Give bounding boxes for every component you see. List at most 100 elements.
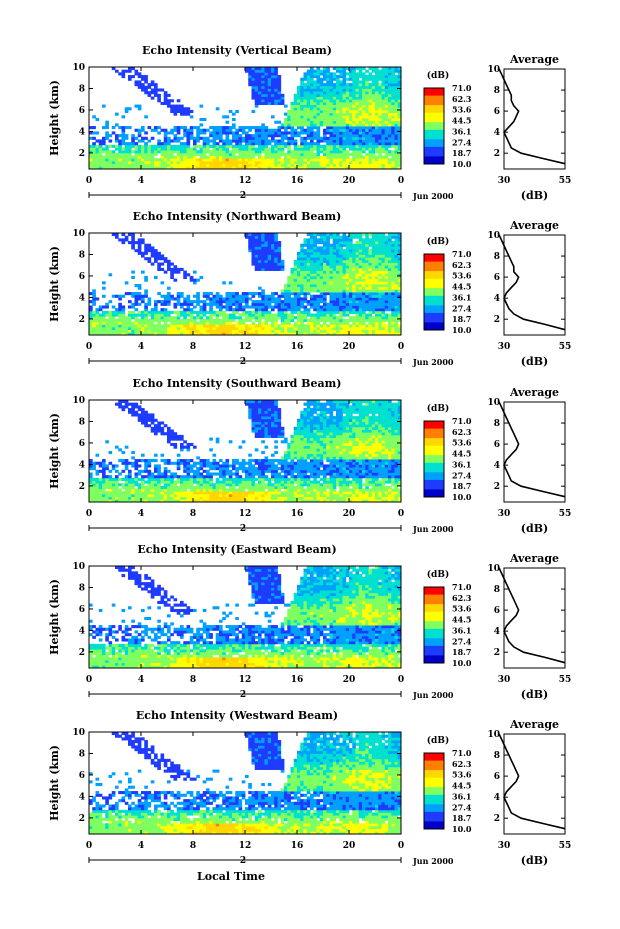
- echo-cell: [384, 118, 389, 122]
- echo-cell: [310, 118, 314, 122]
- echo-cell: [267, 83, 272, 87]
- echo-cell: [102, 147, 106, 151]
- echo-cell: [111, 158, 116, 162]
- echo-cell: [332, 126, 337, 130]
- echo-cell: [384, 249, 389, 253]
- echo-cell: [313, 69, 317, 73]
- echo-cell: [261, 75, 265, 79]
- echo-cell: [199, 128, 204, 132]
- echo-cell: [391, 257, 395, 261]
- echo-cell: [271, 294, 275, 298]
- echo-cell: [160, 324, 165, 328]
- echo-cell: [355, 131, 360, 135]
- echo-cell: [163, 163, 168, 167]
- echo-cell: [375, 139, 379, 143]
- echo-cell: [170, 321, 174, 325]
- echo-cell: [329, 316, 334, 320]
- echo-cell: [391, 118, 395, 122]
- echo-cell: [332, 142, 337, 146]
- echo-cell: [261, 302, 265, 306]
- echo-cell: [241, 305, 246, 309]
- echo-cell: [306, 131, 311, 135]
- echo-cell: [89, 136, 93, 140]
- echo-cell: [378, 235, 382, 239]
- colorbar-swatch: [424, 271, 444, 274]
- echo-cell: [332, 67, 337, 71]
- echo-cell: [271, 251, 275, 255]
- echo-cell: [326, 72, 330, 76]
- echo-cell: [274, 297, 278, 301]
- echo-cell: [319, 109, 324, 114]
- echo-cell: [310, 75, 314, 79]
- echo-cell: [326, 302, 330, 306]
- echo-cell: [222, 332, 226, 336]
- echo-cell: [228, 166, 233, 170]
- echo-cell: [336, 321, 340, 325]
- echo-cell: [118, 139, 122, 143]
- echo-cell: [362, 286, 366, 290]
- echo-cell: [378, 75, 382, 79]
- echo-cell: [196, 316, 200, 320]
- echo-cell: [394, 88, 399, 92]
- echo-cell: [352, 302, 356, 306]
- echo-cell: [397, 115, 402, 119]
- echo-cell: [326, 67, 330, 71]
- echo-cell: [332, 109, 337, 114]
- echo-cell: [306, 241, 311, 245]
- echo-cell: [124, 163, 129, 167]
- echo-cell: [170, 144, 174, 148]
- echo-cell: [118, 144, 122, 148]
- echo-cell: [316, 305, 321, 309]
- echo-cell: [297, 316, 301, 320]
- echo-cell: [183, 166, 187, 170]
- echo-cell: [141, 270, 145, 274]
- echo-cell: [180, 104, 184, 108]
- echo-cell: [241, 128, 246, 132]
- profile-y-tick-label: 8: [494, 252, 500, 262]
- echo-cell: [261, 128, 265, 132]
- echo-cell: [332, 321, 337, 325]
- echo-cell: [355, 91, 360, 95]
- echo-cell: [235, 294, 239, 298]
- echo-cell: [261, 99, 265, 103]
- echo-cell: [371, 126, 376, 130]
- echo-cell: [290, 118, 295, 122]
- echo-cell: [313, 101, 317, 105]
- colorbar-swatch: [424, 261, 444, 264]
- echo-cell: [167, 313, 171, 317]
- echo-cell: [219, 131, 223, 135]
- echo-cell: [277, 249, 282, 253]
- echo-cell: [397, 150, 402, 154]
- echo-cell: [290, 134, 295, 138]
- echo-cell: [274, 77, 278, 81]
- echo-cell: [339, 155, 343, 159]
- echo-cell: [186, 297, 191, 301]
- echo-cell: [303, 316, 308, 320]
- echo-cell: [267, 259, 272, 263]
- echo-cell: [391, 310, 395, 314]
- echo-cell: [355, 123, 360, 127]
- echo-cell: [274, 101, 278, 105]
- echo-cell: [342, 163, 347, 167]
- echo-cell: [362, 147, 366, 151]
- echo-cell: [137, 251, 142, 255]
- echo-cell: [154, 91, 158, 95]
- echo-cell: [137, 313, 142, 317]
- echo-cell: [167, 101, 171, 105]
- echo-cell: [209, 313, 213, 317]
- echo-cell: [394, 139, 399, 143]
- echo-cell: [284, 120, 288, 124]
- echo-cell: [274, 96, 278, 100]
- echo-cell: [92, 292, 96, 296]
- echo-cell: [199, 150, 204, 154]
- echo-cell: [189, 300, 194, 304]
- echo-cell: [391, 246, 395, 250]
- echo-cell: [332, 134, 337, 138]
- colorbar-swatch: [424, 254, 444, 257]
- echo-cell: [95, 329, 100, 333]
- echo-cell: [388, 85, 392, 89]
- echo-cell: [349, 235, 353, 239]
- echo-cell: [297, 91, 301, 95]
- echo-cell: [394, 235, 399, 239]
- echo-cell: [313, 324, 317, 328]
